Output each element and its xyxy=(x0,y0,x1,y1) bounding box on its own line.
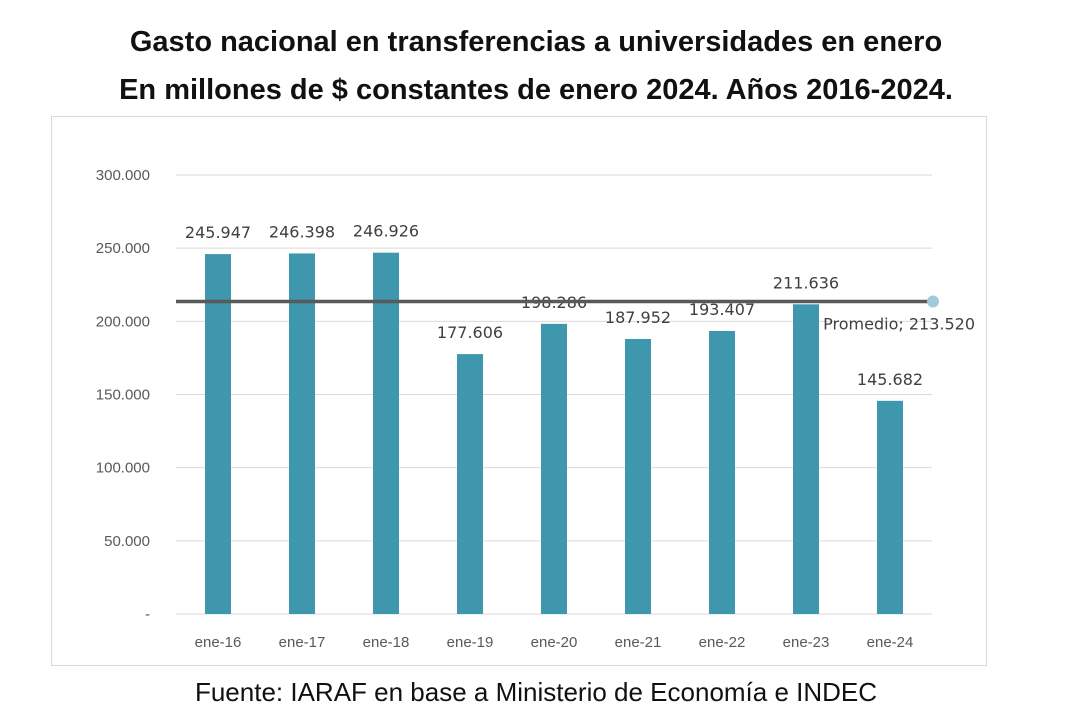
bar xyxy=(457,354,483,614)
data-label: 246.926 xyxy=(353,222,419,241)
x-axis-ticks: ene-16 ene-17 ene-18 ene-19 ene-20 ene-21 ene-… xyxy=(195,634,914,651)
data-label: 246.398 xyxy=(269,222,335,241)
bar xyxy=(877,400,903,614)
bars xyxy=(205,252,903,615)
y-tick-label: 300.000 xyxy=(96,167,150,184)
y-tick-label: 200.000 xyxy=(96,313,150,330)
y-tick-label: 100.000 xyxy=(96,460,150,477)
data-label: 245.947 xyxy=(185,223,251,242)
x-tick-label: ene-21 xyxy=(615,634,662,651)
y-tick-label: 250.000 xyxy=(96,240,150,257)
y-tick-label: - xyxy=(145,606,150,623)
y-tick-label: 50.000 xyxy=(104,533,150,550)
data-label: 187.952 xyxy=(605,308,671,327)
bar xyxy=(709,330,735,614)
chart-title: Gasto nacional en transferencias a unive… xyxy=(129,26,943,58)
average-line-group: Promedio; 213.520 xyxy=(176,295,975,334)
chart-frame xyxy=(51,116,987,666)
x-tick-label: ene-19 xyxy=(447,634,494,651)
bar xyxy=(205,254,231,615)
x-tick-label: ene-24 xyxy=(867,634,914,651)
x-tick-label: ene-17 xyxy=(279,634,326,651)
y-axis-ticks: - 50.000 100.000 150.000 200.000 250.000 300.0… xyxy=(96,167,150,623)
bar xyxy=(289,253,315,614)
chart-subtitle: En millones de $ constantes de enero 202… xyxy=(119,74,953,106)
bar xyxy=(541,323,567,614)
average-label: Promedio; 213.520 xyxy=(823,315,975,334)
x-tick-label: ene-22 xyxy=(699,634,746,651)
bar xyxy=(625,338,651,614)
data-label: 193.407 xyxy=(689,300,755,319)
x-tick-label: ene-23 xyxy=(783,634,830,651)
bar xyxy=(793,304,819,614)
y-tick-label: 150.000 xyxy=(96,387,150,404)
data-label: 177.606 xyxy=(437,323,503,342)
data-label: 145.682 xyxy=(857,370,923,389)
x-tick-label: ene-20 xyxy=(531,634,578,651)
average-marker xyxy=(927,295,939,308)
source-note: Fuente: IARAF en base a Ministerio de Ec… xyxy=(194,677,878,707)
x-tick-label: ene-16 xyxy=(195,634,242,651)
x-tick-label: ene-18 xyxy=(363,634,410,651)
bar xyxy=(373,252,399,614)
data-label: 211.636 xyxy=(773,273,839,292)
data-labels: 245.947246.398246.926177.606198.286187.9… xyxy=(185,222,923,389)
